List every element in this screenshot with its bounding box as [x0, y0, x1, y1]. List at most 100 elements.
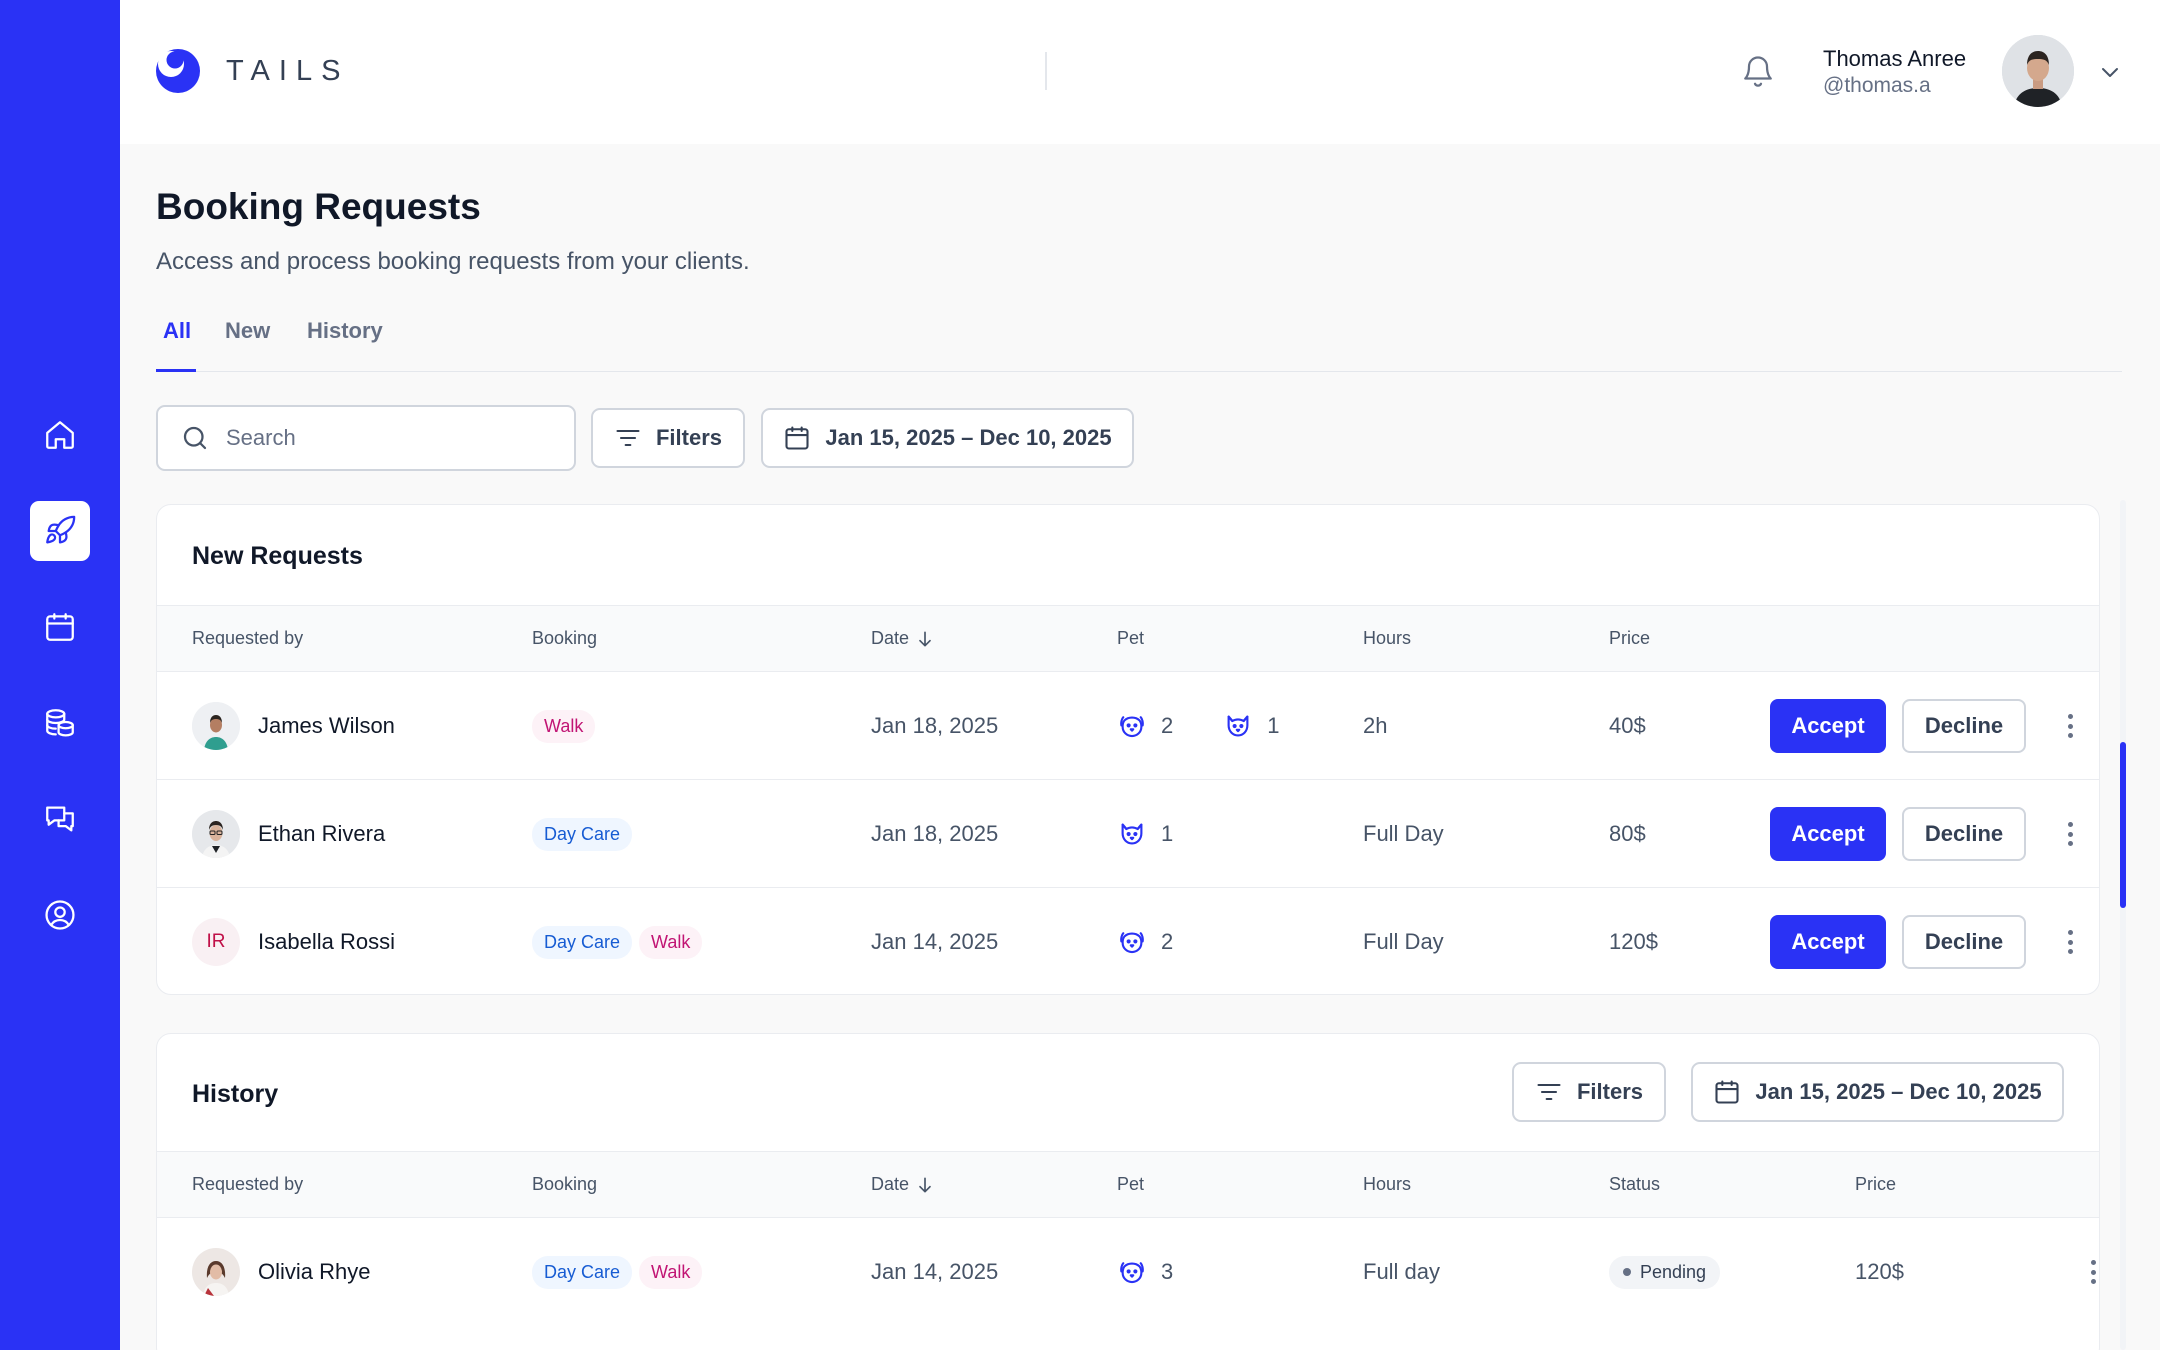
tab-all[interactable]: All: [163, 318, 191, 344]
pet-count-value: 1: [1161, 821, 1174, 846]
avatar: [192, 702, 240, 750]
filters-label: Filters: [655, 425, 723, 450]
person-name: Olivia Rhye: [258, 1259, 371, 1284]
pet-count: 3: [1117, 1257, 1173, 1287]
column-header-requested-by: Requested by: [192, 628, 304, 648]
date-cell: Jan 14, 2025: [871, 1259, 999, 1284]
chevron-down-icon[interactable]: [2098, 60, 2122, 84]
page-title: Booking Requests: [156, 186, 481, 227]
pet-cell: 2: [1117, 888, 1223, 994]
more-options-icon[interactable]: [2060, 926, 2080, 958]
column-header-label: Date: [871, 1174, 910, 1194]
hours-cell: Full day: [1363, 1259, 1441, 1284]
booking-cell: Day Care: [532, 780, 639, 888]
table-row: Olivia Rhye Day Care Walk Jan 14, 2025 3…: [157, 1218, 2099, 1326]
filter-lines-icon: [1537, 1083, 1561, 1101]
scrollbar-track[interactable]: [2120, 500, 2126, 1350]
column-header-price: Price: [1855, 1174, 1897, 1194]
notification-bell-icon[interactable]: [1740, 52, 1776, 90]
table-row: IR Isabella Rossi Day Care Walk Jan 14, …: [157, 888, 2099, 994]
more-options-icon[interactable]: [2060, 818, 2080, 850]
sidebar-item-payments[interactable]: [30, 693, 90, 753]
more-options-icon[interactable]: [2083, 1256, 2099, 1288]
hours-cell: Full Day: [1363, 929, 1444, 954]
tab-history[interactable]: History: [307, 318, 383, 344]
search-box[interactable]: [156, 405, 576, 471]
logo[interactable]: TAILS: [155, 48, 349, 94]
avatar-image: [192, 702, 240, 750]
sort-arrow-down-icon: [919, 631, 931, 646]
column-header-hours: Hours: [1363, 1174, 1412, 1194]
sidebar-item-home[interactable]: [30, 405, 90, 465]
more-options-icon[interactable]: [2060, 710, 2080, 742]
sort-arrow-down-icon: [919, 1177, 931, 1192]
accept-button[interactable]: Accept: [1770, 915, 1886, 969]
sidebar-item-messages[interactable]: [30, 789, 90, 849]
filters-button[interactable]: Filters: [591, 408, 745, 468]
column-header-price: Price: [1609, 628, 1651, 648]
tab-label: New: [225, 318, 271, 343]
decline-button[interactable]: Decline: [1902, 699, 2026, 753]
rocket-icon: [46, 515, 76, 544]
history-date-range-button[interactable]: Jan 15, 2025 – Dec 10, 2025: [1691, 1062, 2064, 1122]
booking-badge-walk: Walk: [639, 925, 703, 959]
filters-label: Filters: [1576, 1079, 1644, 1104]
booking-cell: Walk: [532, 672, 602, 780]
pet-count: 1: [1223, 711, 1280, 741]
active-tab-indicator: [156, 369, 196, 372]
avatar-image: [192, 810, 240, 858]
filter-lines-icon: [616, 429, 640, 447]
sidebar-item-calendar[interactable]: [30, 597, 90, 657]
date-range-button[interactable]: Jan 15, 2025 – Dec 10, 2025: [761, 408, 1134, 468]
column-header-booking: Booking: [532, 1174, 598, 1194]
tabs: All New History: [156, 312, 2122, 372]
column-header-date[interactable]: Date: [871, 1174, 935, 1195]
avatar-initials: IR: [192, 918, 240, 966]
user-avatar[interactable]: [2002, 35, 2074, 107]
messages-icon: [46, 806, 74, 832]
search-icon: [183, 426, 207, 450]
column-header-booking: Booking: [532, 628, 598, 648]
table-row: James Wilson Walk Jan 18, 2025 2 1 2h 40…: [157, 672, 2099, 780]
pet-count-value: 3: [1161, 1259, 1174, 1284]
date-range-label: Jan 15, 2025 – Dec 10, 2025: [1755, 1079, 2042, 1104]
column-header-requested-by: Requested by: [192, 1174, 304, 1194]
accept-button[interactable]: Accept: [1770, 699, 1886, 753]
calendar-icon: [46, 613, 74, 641]
table-header: Requested by Booking Date Pet Hours Pric…: [157, 605, 2099, 672]
requested-by-cell: Ethan Rivera: [192, 780, 385, 888]
requested-by-cell: James Wilson: [192, 672, 395, 780]
sidebar-item-profile[interactable]: [30, 885, 90, 945]
column-header-pet: Pet: [1117, 628, 1145, 648]
page-subtitle: Access and process booking requests from…: [156, 248, 750, 275]
cat-icon: [1121, 823, 1143, 845]
tab-label: History: [307, 318, 383, 343]
search-input[interactable]: [226, 425, 546, 451]
decline-button[interactable]: Decline: [1902, 807, 2026, 861]
accept-button[interactable]: Accept: [1770, 807, 1886, 861]
booking-badge-day-care: Day Care: [532, 817, 633, 851]
status-label: Pending: [1640, 1261, 1707, 1282]
scrollbar-thumb[interactable]: [2120, 742, 2126, 908]
column-header-date[interactable]: Date: [871, 628, 935, 649]
avatar: [192, 1248, 240, 1296]
pet-count: 2: [1117, 927, 1173, 957]
sidebar-item-requests[interactable]: [30, 501, 90, 561]
price-cell: 120$: [1855, 1259, 1904, 1284]
header-divider: [1045, 52, 1047, 90]
column-header-hours: Hours: [1363, 628, 1412, 648]
booking-badge-day-care: Day Care: [532, 1255, 633, 1289]
booking-badge-walk: Walk: [639, 1255, 703, 1289]
booking-badge-day-care: Day Care: [532, 925, 633, 959]
user-handle: @thomas.a: [1823, 74, 1931, 97]
decline-button[interactable]: Decline: [1902, 915, 2026, 969]
history-card: History Filters Jan 15, 2025 – Dec 10, 2…: [156, 1033, 2100, 1350]
pet-count: 2: [1117, 711, 1173, 741]
sidebar: [0, 0, 120, 1350]
tab-new[interactable]: New: [225, 318, 270, 344]
requested-by-cell: Olivia Rhye: [192, 1218, 370, 1326]
pet-count-value: 2: [1161, 929, 1174, 954]
booking-badge-walk: Walk: [532, 709, 596, 743]
history-filters-button[interactable]: Filters: [1512, 1062, 1666, 1122]
booking-cell: Day Care Walk: [532, 888, 709, 994]
